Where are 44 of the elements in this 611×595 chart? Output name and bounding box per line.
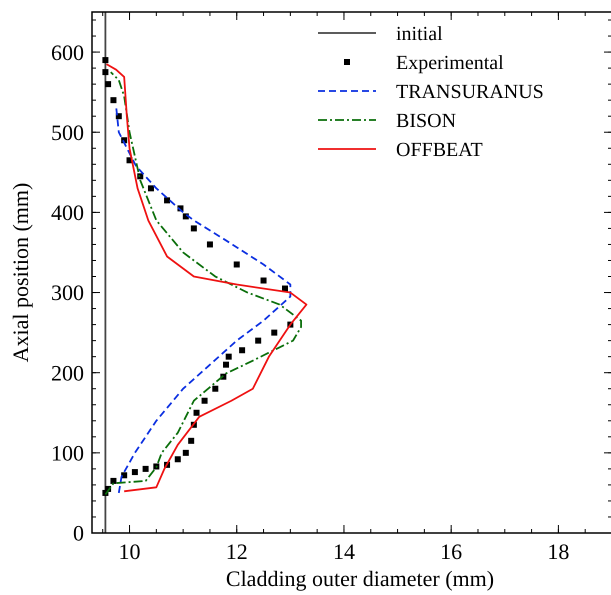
- point: [148, 185, 154, 192]
- point: [110, 97, 116, 104]
- point: [102, 57, 108, 64]
- legend-label: BISON: [396, 110, 456, 132]
- point: [239, 347, 246, 354]
- point: [182, 450, 189, 456]
- point: [164, 197, 170, 204]
- x-tick-label: 12: [226, 539, 248, 564]
- point: [206, 241, 213, 248]
- line-series: [115, 106, 292, 494]
- x-tick-label: 18: [547, 539, 570, 564]
- y-tick-label: 100: [51, 440, 84, 466]
- point: [105, 81, 112, 88]
- point: [255, 338, 262, 344]
- legend-label: OFFBEAT: [396, 139, 483, 161]
- x-axis-title: Cladding outer diameter (mm): [226, 566, 494, 591]
- legend-label: Experimental: [396, 52, 504, 74]
- y-tick-label: 200: [51, 360, 84, 386]
- point: [110, 478, 116, 484]
- point: [234, 261, 240, 268]
- y-tick-label: 300: [51, 280, 84, 306]
- point: [223, 362, 230, 368]
- legend-label: initial: [396, 23, 444, 45]
- point: [194, 410, 200, 416]
- y-tick-label: 500: [51, 120, 84, 145]
- legend-label: TRANSURANUS: [396, 81, 544, 103]
- x-tick-label: 16: [440, 539, 462, 564]
- point: [174, 456, 181, 462]
- point: [260, 278, 267, 284]
- point: [102, 69, 108, 76]
- point: [212, 386, 218, 392]
- x-tick-label: 10: [118, 539, 141, 564]
- point: [190, 225, 197, 232]
- point: [226, 354, 232, 360]
- y-tick-label: 0: [73, 520, 84, 546]
- point: [132, 469, 138, 476]
- y-tick-label: 400: [51, 200, 84, 226]
- point: [271, 330, 278, 336]
- y-tick-label: 600: [51, 40, 84, 65]
- y-axis-title: Axial position (mm): [8, 182, 33, 362]
- point: [202, 398, 208, 404]
- point: [142, 466, 149, 472]
- point: [188, 438, 194, 444]
- x-tick-label: 14: [332, 539, 355, 564]
